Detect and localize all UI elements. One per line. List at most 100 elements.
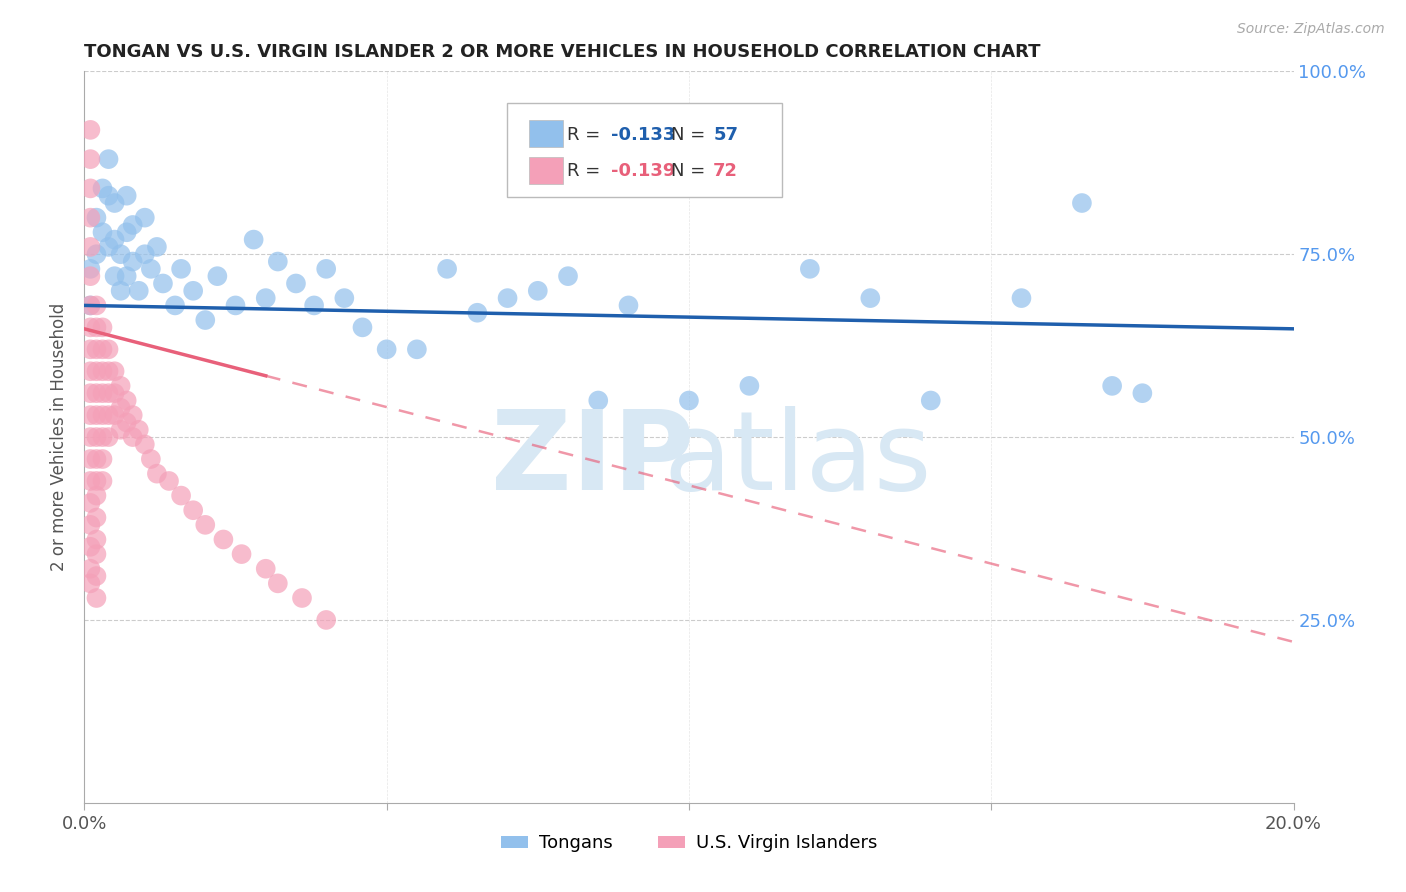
Point [91, 343, 114, 357]
Point [79, 474, 101, 488]
Point [134, 247, 156, 261]
Point [588, 393, 610, 408]
Point [79, 298, 101, 312]
Point [267, 254, 290, 268]
Point [146, 467, 169, 481]
Text: atlas: atlas [664, 406, 932, 513]
Point [920, 393, 942, 408]
Point [139, 452, 162, 467]
Point [79, 517, 101, 532]
Point [79, 343, 101, 357]
Point [254, 291, 277, 305]
Legend: Tongans, U.S. Virgin Islanders: Tongans, U.S. Virgin Islanders [494, 827, 884, 860]
Text: -0.133: -0.133 [610, 126, 675, 144]
Point [1011, 291, 1033, 305]
Point [86, 510, 108, 524]
Point [91, 225, 114, 239]
Point [86, 298, 108, 312]
Point [86, 569, 108, 583]
Point [212, 533, 235, 547]
Point [91, 364, 114, 378]
Point [86, 408, 108, 422]
Text: -0.139: -0.139 [610, 162, 675, 180]
Point [1130, 386, 1153, 401]
Point [527, 284, 550, 298]
Point [97, 386, 120, 401]
Point [97, 240, 120, 254]
Point [86, 211, 108, 225]
Point [254, 562, 277, 576]
Point [110, 379, 132, 393]
Point [181, 284, 204, 298]
Point [291, 591, 314, 605]
Point [86, 320, 108, 334]
Point [352, 320, 374, 334]
Point [79, 540, 101, 554]
Point [97, 343, 120, 357]
Point [79, 181, 101, 195]
Point [170, 489, 193, 503]
Y-axis label: 2 or more Vehicles in Household: 2 or more Vehicles in Household [51, 303, 69, 571]
Point [115, 188, 138, 202]
Point [91, 452, 114, 467]
Point [79, 562, 101, 576]
Point [79, 576, 101, 591]
Text: TONGAN VS U.S. VIRGIN ISLANDER 2 OR MORE VEHICLES IN HOUSEHOLD CORRELATION CHART: TONGAN VS U.S. VIRGIN ISLANDER 2 OR MORE… [84, 44, 1040, 62]
Point [406, 343, 429, 357]
Point [86, 343, 108, 357]
Point [91, 408, 114, 422]
Point [86, 452, 108, 467]
Point [121, 218, 143, 232]
Point [97, 188, 120, 202]
Point [170, 261, 193, 276]
Point [86, 489, 108, 503]
Point [79, 269, 101, 284]
Point [79, 364, 101, 378]
Point [104, 408, 127, 422]
Point [79, 240, 101, 254]
Point [302, 298, 325, 312]
Point [104, 233, 127, 247]
Point [104, 364, 127, 378]
Point [97, 430, 120, 444]
Point [194, 313, 217, 327]
Point [115, 416, 138, 430]
Point [285, 277, 308, 291]
Point [79, 261, 101, 276]
Point [121, 254, 143, 268]
Text: ZIP: ZIP [491, 406, 695, 513]
Point [1071, 196, 1094, 211]
Point [152, 277, 174, 291]
Point [79, 298, 101, 312]
Point [110, 247, 132, 261]
Point [86, 430, 108, 444]
Point [225, 298, 247, 312]
Point [97, 152, 120, 166]
Point [165, 298, 187, 312]
Point [79, 152, 101, 166]
Point [557, 269, 579, 284]
Point [194, 517, 217, 532]
Text: Source: ZipAtlas.com: Source: ZipAtlas.com [1237, 22, 1385, 37]
Point [97, 408, 120, 422]
Point [121, 430, 143, 444]
Point [104, 386, 127, 401]
Point [79, 211, 101, 225]
Point [91, 430, 114, 444]
Point [181, 503, 204, 517]
Point [91, 181, 114, 195]
Point [86, 364, 108, 378]
Point [115, 269, 138, 284]
Point [139, 261, 162, 276]
Point [86, 547, 108, 561]
Point [315, 261, 337, 276]
Point [91, 474, 114, 488]
Point [97, 364, 120, 378]
Point [104, 196, 127, 211]
Point [115, 225, 138, 239]
Point [496, 291, 519, 305]
Point [134, 437, 156, 451]
Point [86, 474, 108, 488]
Point [86, 386, 108, 401]
Point [79, 430, 101, 444]
